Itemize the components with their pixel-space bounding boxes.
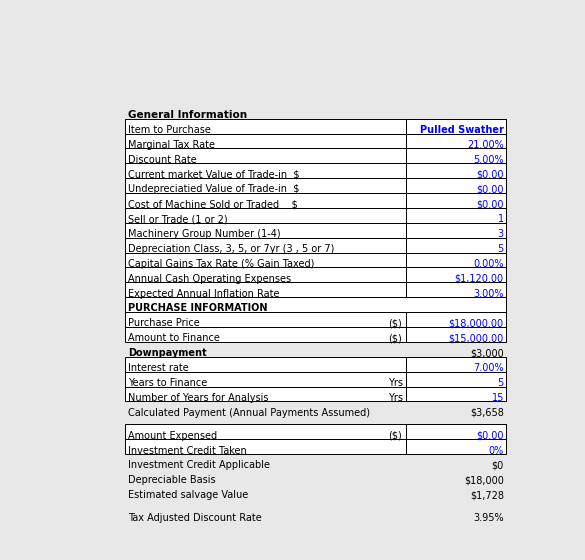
Bar (125, 208, 506, 223)
Text: General Information: General Information (128, 110, 247, 120)
Text: Calculated Payment (Annual Payments Assumed): Calculated Payment (Annual Payments Assu… (128, 408, 370, 418)
Text: $18,000.00: $18,000.00 (449, 319, 504, 328)
Bar (125, 253, 506, 268)
Text: Expected Annual Inflation Rate: Expected Annual Inflation Rate (128, 288, 280, 298)
Text: $0.00: $0.00 (476, 184, 504, 194)
Text: Amount Expensed: Amount Expensed (128, 431, 217, 441)
Bar (407, 238, 506, 253)
Bar (125, 164, 506, 178)
Text: Cost of Machine Sold or Traded    $: Cost of Machine Sold or Traded $ (128, 199, 298, 209)
Bar (407, 268, 506, 282)
Bar (407, 253, 506, 268)
Text: $15,000.00: $15,000.00 (449, 333, 504, 343)
Text: $3,658: $3,658 (470, 408, 504, 418)
Text: ($): ($) (388, 319, 402, 328)
Bar (125, 386, 506, 402)
Bar (125, 148, 506, 164)
Bar (125, 312, 506, 327)
Text: Sell or Trade (1 or 2): Sell or Trade (1 or 2) (128, 214, 228, 224)
Text: Depreciation Class, 3, 5, or 7yr (3 , 5 or 7): Depreciation Class, 3, 5, or 7yr (3 , 5 … (128, 244, 335, 254)
Text: $0.00: $0.00 (476, 431, 504, 441)
Text: Annual Cash Operating Expenses: Annual Cash Operating Expenses (128, 274, 291, 284)
Text: Amount to Finance: Amount to Finance (128, 333, 220, 343)
Bar (407, 148, 506, 164)
Text: 5: 5 (498, 244, 504, 254)
Bar (125, 372, 506, 386)
Text: Downpayment: Downpayment (128, 348, 207, 358)
Text: $0.00: $0.00 (476, 170, 504, 180)
Text: 3.00%: 3.00% (473, 288, 504, 298)
Text: Yrs: Yrs (388, 393, 403, 403)
Bar (407, 327, 506, 342)
Text: Item to Purchase: Item to Purchase (128, 125, 211, 135)
Text: 0.00%: 0.00% (473, 259, 504, 269)
Text: Number of Years for Analysis: Number of Years for Analysis (128, 393, 269, 403)
Text: 0%: 0% (488, 446, 504, 456)
Bar (407, 134, 506, 148)
Bar (125, 297, 506, 312)
Text: Interest rate: Interest rate (128, 363, 189, 373)
Bar (407, 424, 506, 439)
Text: Discount Rate: Discount Rate (128, 155, 197, 165)
Text: 1: 1 (498, 214, 504, 224)
Text: Marginal Tax Rate: Marginal Tax Rate (128, 140, 215, 150)
Text: Years to Finance: Years to Finance (128, 378, 207, 388)
Text: 7.00%: 7.00% (473, 363, 504, 373)
Text: Capital Gains Tax Rate (% Gain Taxed): Capital Gains Tax Rate (% Gain Taxed) (128, 259, 314, 269)
Bar (125, 327, 506, 342)
Text: 3: 3 (498, 229, 504, 239)
Text: Yrs: Yrs (388, 378, 403, 388)
Bar (407, 119, 506, 134)
Text: $18,000: $18,000 (464, 475, 504, 486)
Bar (125, 268, 506, 282)
Bar (407, 357, 506, 372)
Text: ($): ($) (388, 333, 402, 343)
Text: Machinery Group Number (1-4): Machinery Group Number (1-4) (128, 229, 281, 239)
Bar (407, 164, 506, 178)
Bar (407, 223, 506, 238)
Bar (407, 193, 506, 208)
Text: Undepreciatied Value of Trade-in  $: Undepreciatied Value of Trade-in $ (128, 184, 300, 194)
Bar (407, 372, 506, 386)
Bar (125, 134, 506, 148)
Text: Depreciable Basis: Depreciable Basis (128, 475, 216, 486)
Bar (407, 386, 506, 402)
Text: $0: $0 (491, 460, 504, 470)
Text: 15: 15 (491, 393, 504, 403)
Bar (407, 312, 506, 327)
Bar (125, 439, 506, 454)
Bar (125, 223, 506, 238)
Text: Purchase Price: Purchase Price (128, 319, 199, 328)
Text: 5.00%: 5.00% (473, 155, 504, 165)
Text: $1,728: $1,728 (470, 490, 504, 500)
Text: $3,000: $3,000 (470, 348, 504, 358)
Bar (125, 357, 506, 372)
Bar (407, 439, 506, 454)
Bar (125, 424, 506, 439)
Text: 5: 5 (498, 378, 504, 388)
Bar (407, 208, 506, 223)
Bar (125, 238, 506, 253)
Text: $1,120.00: $1,120.00 (455, 274, 504, 284)
Bar (407, 178, 506, 193)
Bar (125, 282, 506, 297)
Text: Estimated salvage Value: Estimated salvage Value (128, 490, 248, 500)
Text: Tax Adjusted Discount Rate: Tax Adjusted Discount Rate (128, 514, 261, 523)
Text: 21.00%: 21.00% (467, 140, 504, 150)
Bar (125, 119, 506, 134)
Bar (125, 193, 506, 208)
Text: Pulled Swather: Pulled Swather (420, 125, 504, 135)
Text: Investment Credit Taken: Investment Credit Taken (128, 446, 247, 456)
Text: PURCHASE INFORMATION: PURCHASE INFORMATION (128, 304, 267, 314)
Bar (125, 178, 506, 193)
Text: $0.00: $0.00 (476, 199, 504, 209)
Bar (407, 282, 506, 297)
Text: Investment Credit Applicable: Investment Credit Applicable (128, 460, 270, 470)
Text: Current market Value of Trade-in  $: Current market Value of Trade-in $ (128, 170, 300, 180)
Text: ($): ($) (388, 431, 402, 441)
Text: 3.95%: 3.95% (473, 514, 504, 523)
